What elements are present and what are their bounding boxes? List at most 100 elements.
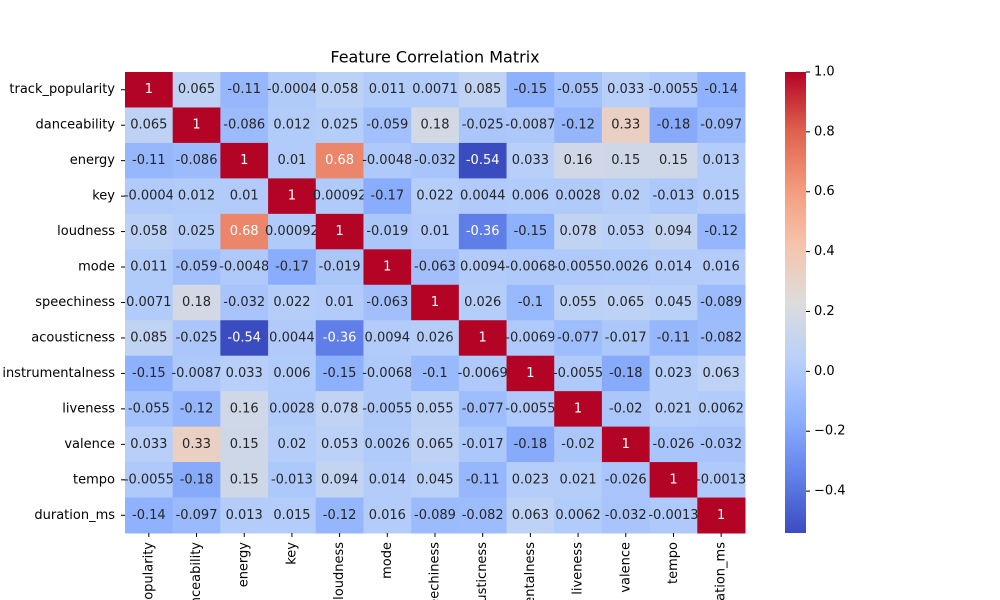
heatmap-cell [315,320,364,357]
heatmap-cell [220,213,269,250]
cell-label: 0.021 [655,401,692,416]
cell-label: -0.18 [514,437,548,452]
cell-label: -0.11 [466,472,500,487]
cell-label: 0.033 [607,82,644,97]
heatmap-cell [697,249,746,286]
heatmap-cell [411,213,460,250]
heatmap-cell [172,284,221,321]
cell-label: 0.055 [559,295,596,310]
heatmap-cell [172,462,221,499]
cell-label: 0.016 [703,260,740,275]
heatmap-cell [363,355,412,392]
heatmap-cell [697,284,746,321]
x-tick-label: mode [380,542,395,579]
heatmap-cell [363,462,412,499]
heatmap-cell [268,462,317,499]
heatmap-cell [363,320,412,357]
cell-label: -0.055 [128,401,170,416]
cell-label: -0.1 [422,366,447,381]
colorbar-tick-label: 0.4 [814,244,835,259]
cell-label: -0.0055 [124,472,174,487]
heatmap-cell [506,178,555,215]
heatmap-cell [649,142,698,179]
cell-label: -0.025 [176,330,218,345]
cell-label: -0.063 [414,260,456,275]
heatmap-cell [506,284,555,321]
heatmap-cell [458,426,508,463]
heatmap-cell [506,462,555,499]
heatmap-cell [172,426,221,463]
heatmap-cell [125,426,174,463]
heatmap-cell [125,320,174,357]
cell-label: 0.026 [416,330,453,345]
heatmap-cell [697,391,746,428]
heatmap-cell [649,249,698,286]
cell-label: -0.086 [223,118,265,133]
cell-label: 0.063 [703,366,740,381]
heatmap-cell [554,107,603,144]
cell-label: -0.12 [180,401,214,416]
cell-label: -0.032 [605,508,647,523]
heatmap-cell [697,426,746,463]
y-tick-label: loudness [57,224,115,239]
cell-label: -0.36 [323,330,357,345]
cell-label: -0.077 [462,401,504,416]
x-tick-label: track_popularity [141,542,156,600]
heatmap-cell [315,213,364,250]
cell-label: -0.0055 [505,401,555,416]
cell-label: 0.065 [607,295,644,310]
heatmap-cell [220,284,269,321]
cell-label: 0.011 [130,260,167,275]
heatmap-cell [601,320,651,357]
cell-label: 0.0044 [460,189,506,204]
x-tick-label: duration_ms [714,542,729,600]
colorbar-tick-label: −0.4 [814,484,846,499]
cell-label: 0.16 [230,401,259,416]
cell-label: -0.059 [176,260,218,275]
cell-label: 0.063 [512,508,549,523]
heatmap-cell [315,462,364,499]
cell-label: 1 [574,401,582,416]
cell-label: -0.0069 [458,366,508,381]
cell-label: 0.15 [611,153,640,168]
cell-label: -0.013 [653,189,695,204]
cell-label: -0.12 [323,508,357,523]
heatmap-cell [554,178,603,215]
cell-label: -0.11 [227,82,261,97]
cell-label: 0.0026 [603,260,649,275]
y-tick-label: instrumentalness [2,366,115,381]
x-tick-label: key [284,542,299,565]
cell-label: -0.086 [176,153,218,168]
heatmap-cell [363,213,412,250]
heatmap-cell [268,391,317,428]
cell-label: -0.12 [561,118,595,133]
cell-label: 0.15 [659,153,688,168]
heatmap-cell [411,107,460,144]
cell-label: -0.54 [466,153,500,168]
heatmap-cell [601,213,651,250]
heatmap-cell [363,72,412,108]
cell-label: 0.078 [321,401,358,416]
cell-label: 0.065 [416,437,453,452]
heatmap-cell [363,284,412,321]
cell-label: 1 [622,437,630,452]
cell-label: -0.013 [271,472,313,487]
cell-label: 1 [383,260,391,275]
heatmap-cell [268,213,317,250]
cell-label: 0.0062 [555,508,601,523]
heatmap-cell [458,462,508,499]
heatmap-cell [411,355,460,392]
heatmap-cell [315,72,364,108]
y-tick-label: valence [64,437,115,452]
cell-label: 0.058 [321,82,358,97]
cell-label: -0.15 [514,224,548,239]
cell-label: -0.082 [462,508,504,523]
heatmap-cell [506,355,555,392]
cell-label: -0.54 [227,330,261,345]
heatmap-cell [315,284,364,321]
heatmap-cell [172,72,221,108]
cell-label: -0.18 [180,472,214,487]
heatmap-cell [315,142,364,179]
heatmap-cell [411,320,460,357]
cell-label: 0.33 [182,437,211,452]
